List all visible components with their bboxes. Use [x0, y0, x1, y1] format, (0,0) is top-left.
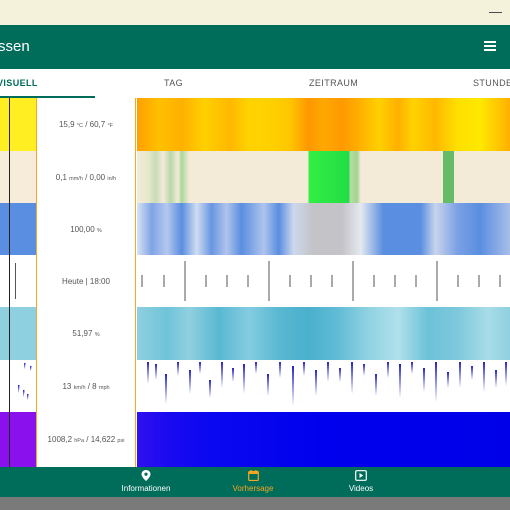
calendar-icon: [247, 470, 259, 482]
divider-right: [135, 98, 136, 467]
precipitation-value: 0,1 mm/h / 0,00 in/h: [37, 151, 135, 203]
temperature-left-swatch: [0, 98, 36, 151]
tab-visuell[interactable]: VISUELL: [0, 78, 38, 88]
row-pressure: 1008,2 hPa / 14,622 psi: [0, 412, 510, 467]
pressure-strip[interactable]: [137, 412, 510, 467]
tab-stunde[interactable]: STUNDE: [473, 78, 510, 88]
humidity-value: 51,97 %: [37, 307, 135, 360]
row-cloud: 100,00 %: [0, 203, 510, 255]
row-wind: 13 km/h / 8 mph: [0, 360, 510, 412]
cloud-value: 100,00 %: [37, 203, 135, 255]
cloud-strip[interactable]: [137, 203, 510, 255]
tab-bar: VISUELL TAG ZEITRAUM STUNDE: [0, 69, 510, 99]
active-tab-indicator: [0, 96, 95, 98]
window-titlebar: —: [0, 0, 510, 25]
pressure-left-swatch: [0, 412, 36, 467]
row-humidity: 51,97 %: [0, 307, 510, 360]
time-value: Heute | 18:00: [37, 255, 135, 307]
video-icon: [355, 470, 367, 481]
row-temperature: 15,9 °C / 60,7 °F: [0, 98, 510, 151]
pressure-value: 1008,2 hPa / 14,622 psi: [37, 412, 135, 467]
wind-drops: [147, 362, 507, 406]
divider-left: [36, 98, 37, 467]
humidity-left-swatch: [0, 307, 36, 360]
current-time-marker: [9, 98, 10, 467]
location-pin-icon: [141, 470, 151, 481]
cloud-left-swatch: [0, 203, 36, 255]
wind-left-swatch: [0, 360, 36, 412]
app-window: — ssen VISUELL TAG ZEITRAUM STUNDE 15,9 …: [0, 0, 510, 497]
tab-zeitraum[interactable]: ZEITRAUM: [309, 78, 359, 88]
precipitation-strip[interactable]: [137, 151, 510, 203]
wind-value: 13 km/h / 8 mph: [37, 360, 135, 412]
time-ticks: [141, 261, 501, 301]
time-strip[interactable]: [137, 255, 510, 307]
temperature-strip[interactable]: [137, 98, 510, 151]
row-precipitation: 0,1 mm/h / 0,00 in/h: [0, 151, 510, 203]
tab-tag[interactable]: TAG: [164, 78, 184, 88]
time-left-swatch: [0, 255, 36, 307]
minimize-icon[interactable]: —: [489, 4, 502, 19]
nav-vorhersage[interactable]: Vorhersage: [226, 470, 280, 493]
forecast-visual: 15,9 °C / 60,7 °F 0,1 mm/h / 0,00 in/h 1…: [0, 98, 510, 467]
row-time: Heute | 18:00: [0, 255, 510, 307]
temperature-value: 15,9 °C / 60,7 °F: [37, 98, 135, 151]
desktop-background: [0, 497, 510, 510]
nav-informationen[interactable]: Informationen: [113, 470, 179, 493]
wind-strip[interactable]: [137, 360, 510, 412]
precipitation-left-swatch: [0, 151, 36, 203]
app-bar: ssen: [0, 25, 510, 69]
bottom-navigation: Informationen Vorhersage Videos: [0, 467, 510, 497]
app-title: ssen: [0, 38, 30, 55]
nav-videos[interactable]: Videos: [341, 470, 381, 493]
humidity-strip[interactable]: [137, 307, 510, 360]
menu-icon[interactable]: [484, 41, 496, 52]
